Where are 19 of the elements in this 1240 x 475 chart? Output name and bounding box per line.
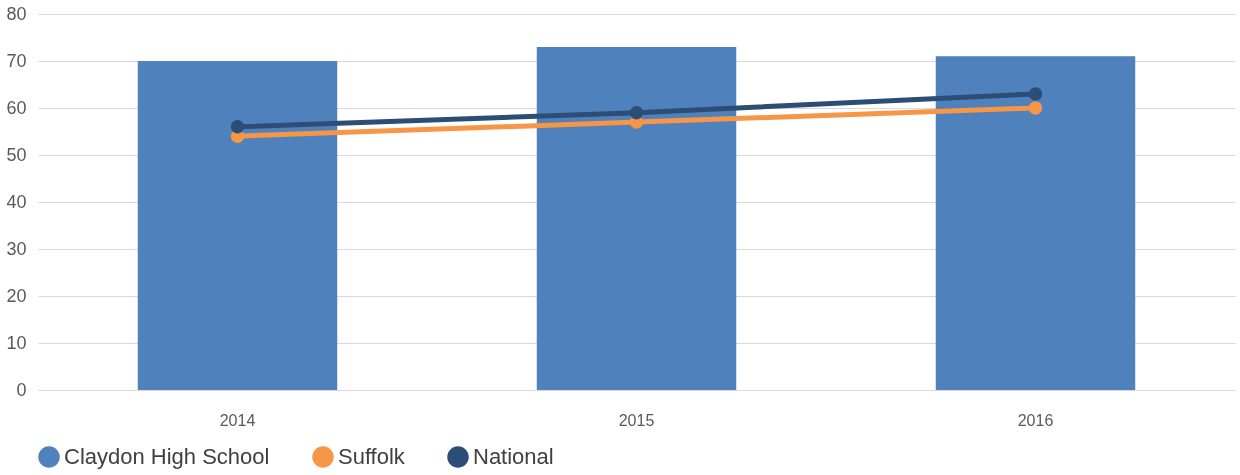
x-tick-label: 2015 bbox=[618, 411, 655, 429]
x-tick-label: 2016 bbox=[1017, 411, 1054, 429]
x-tick-label: 2014 bbox=[219, 411, 256, 429]
y-tick-label: 30 bbox=[6, 238, 27, 259]
legend-label: Claydon High School bbox=[64, 444, 270, 469]
y-tick-label: 50 bbox=[6, 144, 27, 165]
y-tick-label: 60 bbox=[6, 97, 27, 118]
y-tick-label: 80 bbox=[6, 3, 27, 24]
point bbox=[629, 106, 644, 120]
y-tick-label: 40 bbox=[6, 191, 27, 212]
y-tick-label: 70 bbox=[6, 50, 27, 71]
point bbox=[1028, 101, 1043, 115]
point bbox=[1028, 87, 1043, 101]
y-tick-label: 20 bbox=[6, 285, 27, 306]
legend-label: Suffolk bbox=[338, 444, 406, 469]
legend-label: National bbox=[473, 444, 554, 469]
y-tick-label: 0 bbox=[16, 379, 27, 400]
point bbox=[230, 120, 245, 134]
y-tick-label: 10 bbox=[6, 332, 27, 353]
